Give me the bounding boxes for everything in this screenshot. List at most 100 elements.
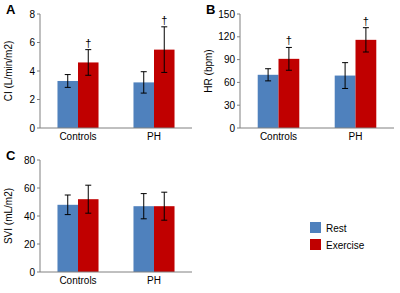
y-axis-label: HR (bpm) bbox=[203, 49, 214, 92]
error-bar bbox=[141, 194, 147, 219]
error-cap bbox=[161, 72, 167, 73]
error-bar bbox=[363, 28, 369, 52]
y-tick-label: 8 bbox=[29, 9, 35, 20]
x-axis bbox=[240, 128, 394, 129]
error-cap bbox=[65, 87, 71, 88]
y-tick-label: 6 bbox=[29, 37, 35, 48]
error-line bbox=[164, 27, 165, 73]
error-cap bbox=[342, 88, 348, 89]
y-axis bbox=[40, 14, 41, 128]
error-bar bbox=[85, 50, 91, 76]
y-tick-label: 30 bbox=[224, 100, 236, 111]
x-tick-label: Controls bbox=[59, 275, 96, 286]
error-cap bbox=[85, 185, 91, 186]
error-line bbox=[88, 50, 89, 76]
error-bar bbox=[65, 75, 71, 88]
plot-area bbox=[57, 27, 174, 128]
error-cap bbox=[363, 27, 369, 28]
error-line bbox=[345, 63, 346, 89]
error-bar bbox=[161, 192, 167, 220]
error-cap bbox=[141, 71, 147, 72]
error-bar bbox=[265, 69, 271, 81]
panel: B HR (bpm) 0 30 60 90 120 150 Controls PH † † bbox=[203, 2, 394, 142]
y-tick-label: 150 bbox=[218, 9, 235, 20]
error-cap bbox=[141, 93, 147, 94]
x-axis bbox=[40, 272, 192, 273]
error-cap bbox=[161, 192, 167, 193]
y-tick-label: 90 bbox=[224, 54, 236, 65]
x-tick-label: PH bbox=[147, 131, 161, 142]
plot-area bbox=[258, 28, 377, 128]
error-cap bbox=[161, 26, 167, 27]
y-axis-label: SVI (mL/m2) bbox=[3, 188, 14, 244]
plot-area bbox=[57, 185, 174, 272]
error-line bbox=[365, 28, 366, 52]
y-tick-label: 80 bbox=[24, 155, 36, 166]
error-bar bbox=[65, 195, 71, 215]
y-axis bbox=[40, 160, 41, 272]
x-tick-label: PH bbox=[349, 131, 363, 142]
error-line bbox=[67, 195, 68, 215]
error-cap bbox=[141, 218, 147, 219]
annotation: † bbox=[85, 37, 91, 49]
error-cap bbox=[141, 193, 147, 194]
panel: A CI (L/min/m2) 0 2 4 6 8 Controls PH † † bbox=[3, 2, 192, 142]
legend: Rest Exercise bbox=[310, 222, 365, 251]
error-cap bbox=[85, 75, 91, 76]
panel-label: B bbox=[206, 2, 215, 17]
y-tick-label: 60 bbox=[24, 183, 36, 194]
y-tick-label: 0 bbox=[29, 267, 35, 278]
bar bbox=[57, 205, 78, 272]
error-cap bbox=[65, 74, 71, 75]
error-line bbox=[268, 69, 269, 81]
error-bar bbox=[161, 27, 167, 73]
legend-swatch bbox=[310, 239, 321, 250]
error-cap bbox=[85, 213, 91, 214]
error-line bbox=[164, 192, 165, 220]
y-tick-label: 2 bbox=[29, 94, 35, 105]
bar bbox=[356, 40, 377, 128]
y-tick-label: 0 bbox=[229, 123, 235, 134]
error-line bbox=[288, 47, 289, 70]
bar bbox=[57, 81, 78, 128]
error-line bbox=[143, 194, 144, 219]
panel-label: A bbox=[6, 2, 16, 17]
x-tick-label: Controls bbox=[260, 131, 297, 142]
y-axis-label: CI (L/min/m2) bbox=[3, 41, 14, 102]
legend-label: Rest bbox=[326, 223, 347, 234]
bar bbox=[258, 75, 279, 128]
panel-label: C bbox=[6, 148, 16, 163]
y-tick-label: 4 bbox=[29, 66, 35, 77]
annotation: † bbox=[363, 15, 369, 27]
error-cap bbox=[161, 220, 167, 221]
error-cap bbox=[65, 214, 71, 215]
x-axis bbox=[40, 128, 192, 129]
error-bar bbox=[141, 72, 147, 93]
legend-label: Exercise bbox=[326, 240, 365, 251]
panel: CSVI (mL/m2)020406080ControlsPH bbox=[3, 148, 192, 286]
y-axis bbox=[240, 14, 241, 128]
error-bar bbox=[85, 185, 91, 213]
y-tick-label: 120 bbox=[218, 31, 235, 42]
legend-swatch bbox=[310, 222, 321, 233]
error-cap bbox=[286, 70, 292, 71]
x-tick-label: PH bbox=[147, 275, 161, 286]
y-tick-label: 0 bbox=[29, 123, 35, 134]
x-tick-label: Controls bbox=[59, 131, 96, 142]
error-line bbox=[67, 75, 68, 88]
annotation: † bbox=[161, 14, 167, 26]
error-cap bbox=[265, 80, 271, 81]
error-cap bbox=[342, 62, 348, 63]
error-cap bbox=[265, 68, 271, 69]
error-bar bbox=[286, 47, 292, 70]
error-cap bbox=[65, 195, 71, 196]
error-cap bbox=[85, 49, 91, 50]
error-bar bbox=[342, 63, 348, 89]
error-cap bbox=[286, 47, 292, 48]
y-tick-label: 40 bbox=[24, 211, 36, 222]
annotation: † bbox=[286, 34, 292, 46]
y-tick-label: 60 bbox=[224, 77, 236, 88]
figure: A CI (L/min/m2) 0 2 4 6 8 Controls PH † † B HR (bpm)… bbox=[0, 0, 400, 293]
error-cap bbox=[363, 52, 369, 53]
error-line bbox=[143, 72, 144, 93]
